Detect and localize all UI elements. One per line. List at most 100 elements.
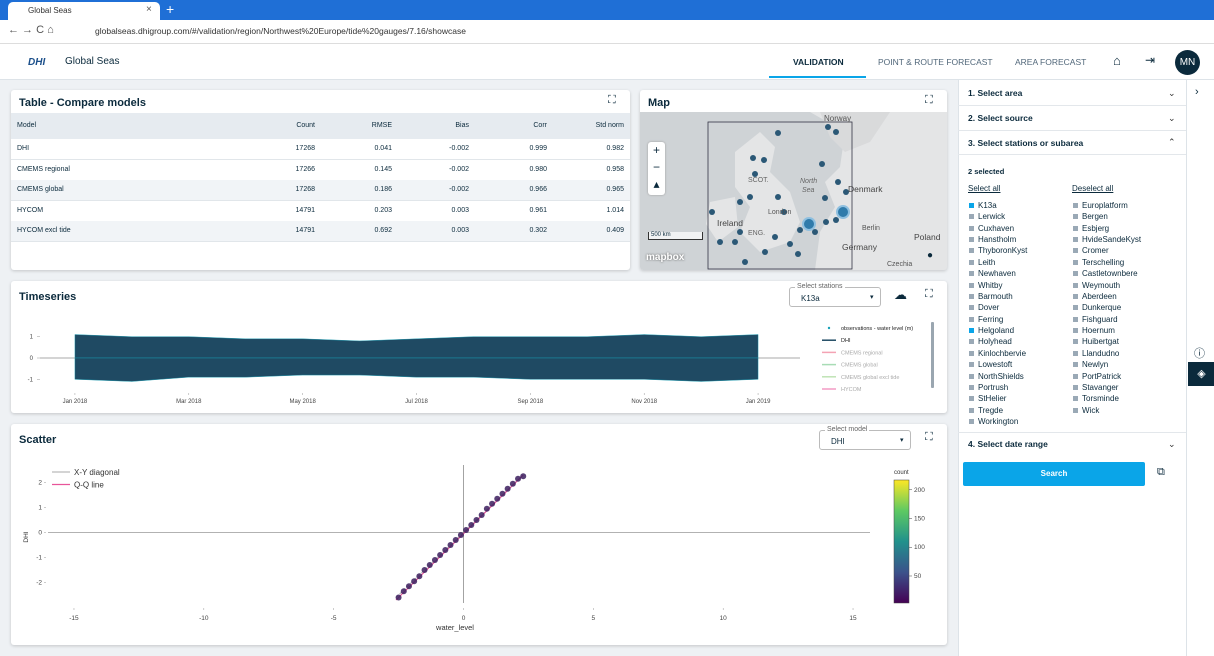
station-name[interactable]: Lowestoft <box>978 360 1013 370</box>
station-checkbox[interactable] <box>1073 214 1078 220</box>
station-checkbox[interactable] <box>969 316 974 322</box>
tab-close[interactable]: × <box>146 4 152 15</box>
expand-icon[interactable]: ⛶ <box>608 94 616 106</box>
logout-icon[interactable]: ⇥ <box>1145 53 1156 67</box>
station-checkbox[interactable] <box>1073 328 1078 334</box>
station-name[interactable]: Fishguard <box>1082 314 1118 324</box>
station-checkbox[interactable] <box>969 237 974 243</box>
expand-icon[interactable]: ⛶ <box>925 288 933 300</box>
map[interactable] <box>640 112 947 270</box>
station-checkbox[interactable] <box>969 419 974 425</box>
station-name[interactable]: Helgoland <box>978 326 1015 336</box>
station-checkbox[interactable] <box>969 362 974 368</box>
section-title[interactable]: 2. Select source <box>968 113 1033 123</box>
home-icon[interactable]: ⌂ <box>1113 53 1121 68</box>
station-checkbox[interactable] <box>969 293 974 299</box>
copy-icon[interactable]: ⧉ <box>1157 466 1165 478</box>
station-name[interactable]: Holyhead <box>978 337 1012 347</box>
station-name[interactable]: Castletownbere <box>1082 269 1138 279</box>
station-checkbox[interactable] <box>969 282 974 288</box>
new-tab[interactable]: + <box>166 1 175 17</box>
station-name[interactable]: Torsminde <box>1082 394 1119 404</box>
station-name[interactable]: Leith <box>978 257 996 267</box>
station-name[interactable]: Barmouth <box>978 291 1013 301</box>
station-checkbox[interactable] <box>1073 259 1078 265</box>
section-title[interactable]: 4. Select date range <box>968 439 1048 449</box>
station-name[interactable]: Wick <box>1082 405 1100 415</box>
station-name[interactable]: Whitby <box>978 280 1003 290</box>
station-checkbox[interactable] <box>1073 407 1078 413</box>
station-name[interactable]: Lerwick <box>978 212 1006 222</box>
station-name[interactable]: Bergen <box>1082 212 1108 222</box>
station-checkbox[interactable] <box>969 373 974 379</box>
station-name[interactable]: Europlatform <box>1082 201 1128 210</box>
station-checkbox[interactable] <box>969 339 974 345</box>
station-name[interactable]: Ferring <box>978 314 1004 324</box>
station-checkbox[interactable] <box>1073 248 1078 254</box>
station-checkbox[interactable] <box>1073 282 1078 288</box>
station-checkbox[interactable] <box>1073 237 1078 243</box>
station-checkbox[interactable] <box>1073 384 1078 390</box>
station-name[interactable]: Hanstholm <box>978 235 1017 245</box>
tab[interactable]: Global Seas × <box>8 2 160 20</box>
station-name[interactable]: Terschelling <box>1082 257 1125 267</box>
station-name[interactable]: ThyboronKyst <box>978 246 1028 256</box>
station-checkbox[interactable] <box>969 259 974 265</box>
station-checkbox[interactable] <box>969 214 974 220</box>
attribution[interactable]: mapbox <box>646 252 685 263</box>
zoom-controls[interactable]: + − ▴ <box>648 142 665 195</box>
nav-item[interactable]: VALIDATION <box>793 57 844 67</box>
station-name[interactable]: Dover <box>978 303 1000 313</box>
station-name[interactable]: NorthShields <box>978 371 1024 381</box>
station-name[interactable]: Newhaven <box>978 269 1016 279</box>
info-icon[interactable]: ● <box>927 250 934 261</box>
station-name[interactable]: Cuxhaven <box>978 223 1015 233</box>
station-checkbox[interactable] <box>1073 225 1078 231</box>
station-name[interactable]: PortPatrick <box>1082 371 1122 381</box>
expand-icon[interactable]: ⛶ <box>925 431 933 443</box>
station-checkbox[interactable] <box>969 305 974 311</box>
collapse-icon[interactable]: › <box>1195 86 1199 98</box>
chevron[interactable]: ⌃ <box>1168 137 1176 147</box>
station-checkbox[interactable] <box>969 271 974 277</box>
station-checkbox[interactable] <box>969 350 974 356</box>
layers-icon[interactable]: ◈ <box>1188 362 1214 386</box>
info-icon[interactable]: ⓘ <box>1194 348 1205 360</box>
chevron[interactable]: ⌄ <box>1168 88 1176 98</box>
station-name[interactable]: Llandudno <box>1082 348 1120 358</box>
chevron[interactable]: ⌄ <box>1168 439 1176 449</box>
station-checkbox[interactable] <box>1073 316 1078 322</box>
station-name[interactable]: Stavanger <box>1082 382 1119 392</box>
station-checkbox[interactable] <box>1073 271 1078 277</box>
station-name[interactable]: K13a <box>978 201 997 210</box>
station-select[interactable]: Select stations K13a ▾ <box>789 283 881 307</box>
station-name[interactable]: Weymouth <box>1082 280 1121 290</box>
station-checkbox[interactable] <box>1073 350 1078 356</box>
station-checkbox[interactable] <box>1073 396 1078 402</box>
model-select[interactable]: Select model DHI ▾ <box>819 426 911 450</box>
station-name[interactable]: Hoernum <box>1082 326 1115 336</box>
nav-item[interactable]: POINT & ROUTE FORECAST <box>878 57 993 67</box>
station-checkbox[interactable] <box>969 203 974 208</box>
url[interactable]: globalseas.dhigroup.com/#/validation/reg… <box>95 26 466 36</box>
deselect-all[interactable]: Deselect all <box>1072 184 1114 193</box>
station-name[interactable]: Workington <box>978 417 1019 427</box>
station-checkbox[interactable] <box>1073 305 1078 311</box>
station-name[interactable]: Dunkerque <box>1082 303 1122 313</box>
station-name[interactable]: StHelier <box>978 394 1007 404</box>
station-checkbox[interactable] <box>1073 362 1078 368</box>
station-checkbox[interactable] <box>1073 293 1078 299</box>
station-checkbox[interactable] <box>969 248 974 254</box>
select-all[interactable]: Select all <box>968 184 1001 193</box>
nav-buttons[interactable]: ← → C ⌂ <box>8 24 54 36</box>
station-name[interactable]: Aberdeen <box>1082 291 1117 301</box>
station-checkbox[interactable] <box>969 328 974 334</box>
section-title[interactable]: 3. Select stations or subarea <box>968 138 1084 148</box>
station-checkbox[interactable] <box>969 407 974 413</box>
station-checkbox[interactable] <box>969 225 974 231</box>
nav-item[interactable]: AREA FORECAST <box>1015 57 1087 67</box>
station-name[interactable]: Portrush <box>978 382 1009 392</box>
station-checkbox[interactable] <box>1073 339 1078 345</box>
station-checkbox[interactable] <box>1073 203 1078 208</box>
station-name[interactable]: Huibertgat <box>1082 337 1119 347</box>
